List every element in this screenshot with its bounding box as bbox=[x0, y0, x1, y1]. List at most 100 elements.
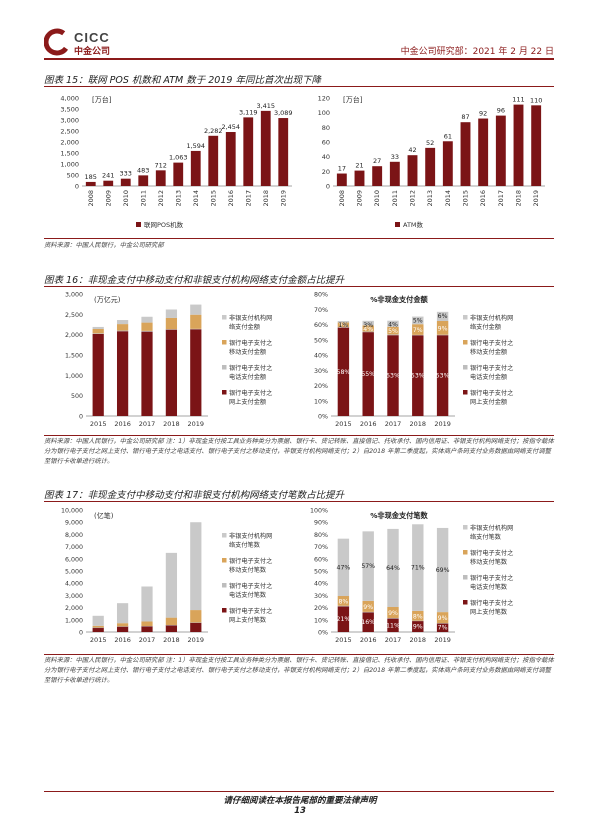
bar-segment bbox=[190, 522, 202, 611]
legend-label: 银行电子支付之网上支付笔数 bbox=[229, 607, 272, 624]
bar-segment bbox=[190, 610, 202, 623]
bar-segment bbox=[362, 331, 374, 333]
bar bbox=[513, 104, 524, 186]
y-tick-label: 1,500 bbox=[65, 353, 83, 360]
legend-line: 银行电子支付之 bbox=[229, 557, 272, 565]
y-tick-label: 500 bbox=[67, 172, 79, 180]
bar-segment bbox=[362, 320, 374, 326]
bar bbox=[495, 115, 506, 186]
data-label: 21 bbox=[355, 162, 363, 170]
data-label: 1,063 bbox=[169, 154, 188, 162]
bar-segment bbox=[362, 325, 374, 332]
x-tick-label: 2019 bbox=[188, 636, 205, 644]
data-label: 8% bbox=[413, 613, 423, 620]
y-tick-label: 40% bbox=[314, 581, 328, 588]
chart-title: %非现金支付笔数 bbox=[370, 511, 428, 520]
y-tick-label: 7,000 bbox=[65, 544, 83, 551]
x-tick-label: 2018 bbox=[163, 420, 180, 428]
legend-swatch bbox=[222, 340, 227, 345]
y-tick-label: 10,000 bbox=[61, 508, 83, 515]
data-label: 185 bbox=[85, 173, 97, 181]
bar-segment bbox=[412, 335, 424, 416]
bar-segment bbox=[165, 317, 178, 330]
legend-label: 银行电子支付之移动支付金额 bbox=[229, 339, 272, 356]
legend-label: 银行电子支付之电话支付金额 bbox=[229, 364, 272, 381]
bar-segment bbox=[141, 626, 153, 632]
fig17-title: 图表 17：非现金支付中移动支付和非银支付机构网络支付笔数占比提升 bbox=[44, 490, 345, 501]
legend-label: 联网POS机数 bbox=[144, 220, 184, 229]
legend-line: 移动支付金额 bbox=[470, 348, 508, 356]
legend-swatch bbox=[463, 340, 468, 345]
data-label: 3,415 bbox=[256, 102, 275, 110]
x-tick-label: 2008 bbox=[338, 190, 346, 207]
legend-label: 银行电子支付之移动支付笔数 bbox=[229, 557, 272, 574]
x-tick-label: 2012 bbox=[157, 190, 165, 207]
legend-line: 银行电子支付之 bbox=[470, 339, 513, 347]
bar bbox=[460, 122, 471, 186]
bar-segment bbox=[165, 552, 178, 618]
y-tick-label: 2,000 bbox=[60, 139, 79, 147]
y-tick-label: 10% bbox=[314, 617, 328, 624]
bar bbox=[425, 147, 436, 186]
bar bbox=[407, 155, 418, 186]
y-tick-label: 70% bbox=[314, 307, 328, 314]
fig15-title-rule bbox=[44, 86, 554, 87]
legend-swatch bbox=[395, 222, 400, 227]
x-tick-label: 2010 bbox=[373, 190, 381, 207]
bar-segment bbox=[141, 626, 153, 627]
bar-segment bbox=[387, 334, 399, 336]
legend-line: 电话支付笔数 bbox=[470, 583, 508, 591]
bar-segment bbox=[387, 617, 399, 619]
x-tick-label: 2016 bbox=[360, 420, 377, 428]
x-tick-label: 2015 bbox=[335, 420, 352, 428]
bar-segment bbox=[436, 334, 449, 336]
data-label: 47% bbox=[337, 564, 351, 571]
bar-segment bbox=[116, 623, 129, 627]
y-tick-label: 100% bbox=[310, 508, 328, 515]
legend-label: 银行电子支付之电话支付金额 bbox=[470, 364, 513, 381]
x-tick-label: 2019 bbox=[434, 636, 451, 644]
legend-line: 银行电子支付之 bbox=[470, 364, 513, 372]
legend-line: 银行电子支付之 bbox=[470, 599, 513, 607]
bar-segment bbox=[337, 605, 350, 607]
bar-segment bbox=[412, 316, 424, 325]
data-label: 53% bbox=[436, 373, 450, 380]
legend-swatch bbox=[222, 315, 227, 320]
legend-line: 电话支付金额 bbox=[229, 373, 267, 381]
data-label: 9% bbox=[363, 604, 373, 611]
legend-line: 非银支付机构网 bbox=[229, 532, 272, 540]
fig16-bottom-rule bbox=[44, 435, 554, 436]
y-tick-label: 4,000 bbox=[60, 95, 79, 103]
x-tick-label: 2017 bbox=[497, 190, 505, 207]
legend-line: 电话支付金额 bbox=[470, 373, 508, 381]
y-tick-label: 0 bbox=[75, 183, 79, 191]
bar-segment bbox=[116, 320, 129, 325]
bar-segment bbox=[436, 320, 449, 335]
brand-cn: 中金公司 bbox=[74, 46, 111, 56]
x-tick-label: 2019 bbox=[532, 190, 540, 207]
data-label: 17 bbox=[338, 165, 346, 173]
x-tick-label: 2017 bbox=[244, 190, 252, 207]
fig17-source: 资料来源：中国人民银行，中金公司研究部 注：1）非现金支付按工具业务种类分为票据… bbox=[44, 657, 554, 684]
bar bbox=[478, 118, 489, 186]
bar bbox=[531, 105, 542, 186]
y-tick-label: 80 bbox=[322, 124, 330, 132]
bar-segment bbox=[337, 538, 350, 597]
unit-label: [万台] bbox=[92, 95, 112, 104]
legend-swatch bbox=[222, 365, 227, 370]
data-label: 1% bbox=[338, 322, 348, 329]
legend-swatch bbox=[222, 390, 227, 395]
header-date: 中金公司研究部：2021 年 2 月 22 日 bbox=[400, 47, 554, 57]
data-label: 5% bbox=[388, 328, 398, 335]
legend-swatch bbox=[222, 608, 227, 613]
legend-swatch bbox=[222, 533, 227, 538]
bar-segment bbox=[362, 531, 374, 601]
bar bbox=[243, 117, 254, 186]
chart-title: %非现金支付金额 bbox=[370, 295, 428, 304]
legend-swatch bbox=[222, 583, 227, 588]
data-label: 7% bbox=[413, 327, 423, 334]
x-tick-label: 2014 bbox=[192, 190, 200, 207]
data-label: 3% bbox=[338, 322, 348, 329]
data-label: 61 bbox=[444, 132, 452, 140]
bar-segment bbox=[141, 316, 153, 323]
